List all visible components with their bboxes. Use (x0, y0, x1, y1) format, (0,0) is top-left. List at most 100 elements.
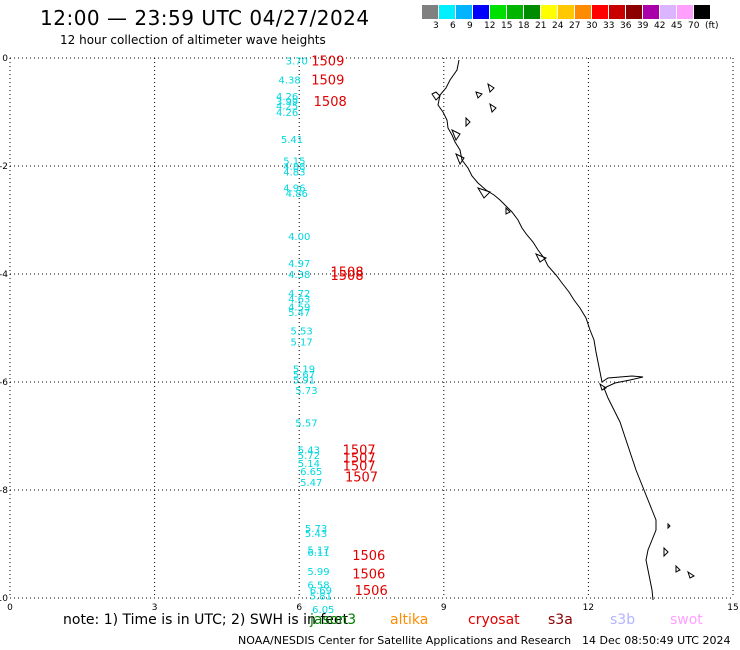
wave-height-label: 4.72 (288, 289, 310, 300)
legend-swatch (626, 5, 643, 19)
legend-label: 39 (637, 21, 649, 31)
map-title: 12:00 — 23:59 UTC 04/27/2024 (40, 6, 370, 30)
wave-height-label: 5.47 (288, 308, 310, 319)
map-grid (9, 57, 734, 599)
legend-swatch (507, 5, 524, 19)
island-path (431, 82, 695, 579)
legend-label: 18 (518, 21, 530, 31)
y-tick-label: -6 (0, 378, 8, 388)
cycle-number-label: 1508 (331, 265, 364, 280)
legend-label: 15 (501, 21, 513, 31)
wave-height-label: 6.11 (307, 548, 329, 559)
wave-height-label: 4.25 (276, 102, 298, 113)
footer-note: note: 1) Time is in UTC; 2) SWH is in fe… (63, 612, 349, 628)
legend-swatch (541, 5, 558, 19)
wave-height-label: 4.97 (288, 259, 310, 270)
satellite-name-altika: altika (390, 612, 429, 628)
wave-height-label: 5.73 (305, 524, 327, 535)
legend-label: 24 (552, 21, 564, 31)
cycle-number-label: 1509 (311, 74, 344, 89)
legend-swatch (490, 5, 507, 19)
legend-swatch (660, 5, 677, 19)
x-tick-label: 6 (296, 603, 302, 613)
cycle-labels: 1509150915081508150815071507150715071506… (311, 55, 387, 599)
wave-height-label: 3.99 (276, 97, 298, 108)
satellite-name-cryosat: cryosat (468, 612, 520, 628)
wave-height-label: 5.15 (283, 157, 305, 168)
wave-height-label: 5.81 (310, 591, 332, 602)
wave-height-label: 5.43 (305, 529, 327, 540)
y-tick-label: -2 (0, 162, 8, 172)
wave-height-label: 5.17 (290, 338, 312, 349)
x-tick-label: 9 (441, 603, 447, 613)
wave-height-label: 5.57 (295, 419, 317, 430)
wave-height-label: 5.43 (298, 446, 320, 457)
legend-label: 30 (586, 21, 598, 31)
wave-height-label: 4.96 (283, 184, 305, 195)
cycle-number-label: 1507 (343, 444, 376, 459)
legend-label: 70 (688, 21, 700, 31)
wave-height-label: 6.69 (310, 586, 332, 597)
map-frame: 0-2-4-6-8-1003691215 (0, 54, 739, 613)
x-tick-label: 15 (727, 603, 738, 613)
legend-swatch (575, 5, 592, 19)
wave-height-label: 4.26 (276, 92, 298, 103)
cycle-number-label: 1508 (331, 269, 364, 284)
wave-height-label: 4.83 (283, 167, 305, 178)
wave-height-label: 4.00 (288, 232, 310, 243)
x-tick-label: 0 (7, 603, 13, 613)
wave-height-label: 4.88 (283, 162, 305, 173)
legend-label: 9 (467, 21, 473, 31)
wave-height-label: 4.59 (288, 302, 310, 313)
y-tick-label: -10 (0, 594, 8, 604)
legend-label: 27 (569, 21, 581, 31)
legend-swatch (609, 5, 626, 19)
wave-height-label: 5.67 (293, 370, 315, 381)
wave-height-label: 5.72 (298, 451, 320, 462)
satellite-name-s3a: s3a (548, 612, 573, 628)
y-tick-label: -8 (0, 486, 8, 496)
satellite-name-swot: swot (670, 612, 703, 628)
wave-height-label: 5.41 (281, 135, 303, 146)
legend-swatch (473, 5, 490, 19)
x-tick-label: 3 (152, 603, 158, 613)
wave-height-label: 5.99 (307, 567, 329, 578)
legend-label: 36 (620, 21, 632, 31)
legend-label: 33 (603, 21, 615, 31)
wave-height-label: 5.14 (298, 459, 320, 470)
wave-height-label: 5.73 (295, 386, 317, 397)
wave-height-label: 4.86 (286, 189, 308, 200)
y-tick-label: -4 (0, 270, 8, 280)
legend-label: 21 (535, 21, 547, 31)
wave-height-label: 4.38 (278, 76, 300, 87)
wave-height-label: 4.38 (288, 270, 310, 281)
y-tick-label: 0 (2, 54, 8, 64)
legend-label: 12 (484, 21, 496, 31)
x-tick-label: 12 (583, 603, 594, 613)
coastline (431, 59, 695, 601)
map-subtitle: 12 hour collection of altimeter wave hei… (60, 33, 326, 47)
legend-label: 42 (654, 21, 666, 31)
cycle-number-label: 1506 (352, 568, 385, 583)
wave-height-label: 4.63 (288, 294, 310, 305)
wave-height-label: 5.53 (290, 327, 312, 338)
legend-label: (ft) (705, 21, 719, 31)
satellite-name-jason3: jason3 (310, 612, 357, 628)
wave-height-label: 5.19 (293, 365, 315, 376)
legend-swatch (422, 5, 439, 19)
cycle-number-label: 1507 (343, 452, 376, 467)
legend-label: 45 (671, 21, 683, 31)
legend-swatch (643, 5, 660, 19)
cycle-number-label: 1507 (345, 471, 378, 486)
wave-height-label: 5.91 (293, 375, 315, 386)
legend-swatch (524, 5, 541, 19)
legend-swatch (456, 5, 473, 19)
cycle-number-label: 1506 (355, 584, 388, 599)
legend-swatch (694, 5, 711, 19)
satellite-name-s3b: s3b (610, 612, 636, 628)
cycle-number-label: 1508 (314, 95, 347, 110)
wave-height-labels: 3.70 4.38 4.263.994.254.26 5.41 5.154.884.83… (276, 57, 334, 616)
wave-height-label: 3.70 (286, 57, 308, 68)
wave-height-label: 5.47 (300, 478, 322, 489)
